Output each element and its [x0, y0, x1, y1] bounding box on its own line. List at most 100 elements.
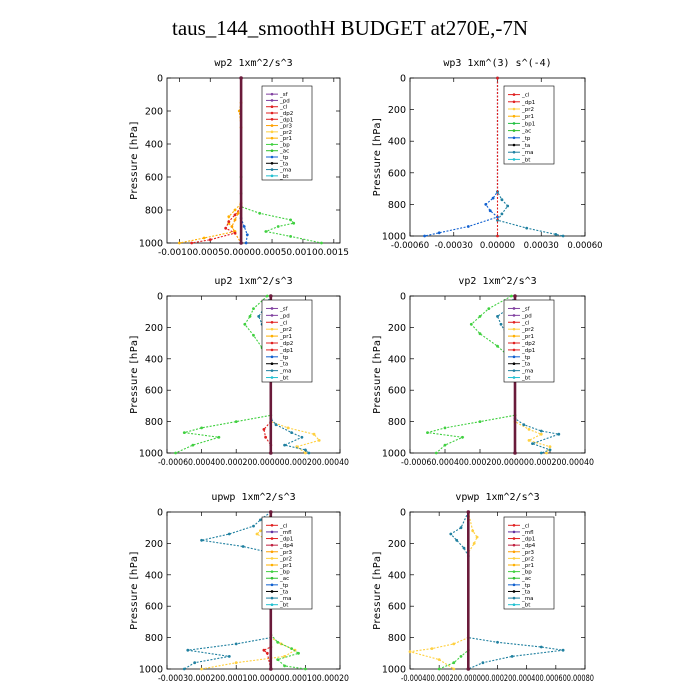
series-point-pr3 [233, 218, 237, 222]
legend-marker [512, 583, 516, 587]
plot-frame [166, 511, 341, 670]
legend-marker [512, 314, 516, 317]
series-point-bp [469, 322, 473, 326]
legend-marker [270, 603, 274, 606]
series-point-ma [481, 661, 485, 665]
series-point-pr2 [539, 432, 543, 436]
series-point-bp [234, 420, 238, 423]
legend-label: _ma [279, 369, 291, 375]
series-point-bp [426, 431, 429, 434]
legend: _cl_mfl_dp1_dp4_pr3_pr2_pr1_bp_ac_tp_ta_… [503, 516, 555, 610]
legend-label: _pd [279, 98, 290, 104]
y-tick-label: 1000 [139, 665, 163, 676]
legend-marker [512, 100, 516, 104]
legend-marker [270, 314, 274, 317]
series-point-ma [193, 661, 197, 665]
series-point-bp [276, 640, 280, 644]
legend-label: _ac [279, 576, 289, 582]
legend-label: _ta [521, 362, 530, 368]
series-point-pr2 [475, 535, 479, 539]
x-tick-label: 0.00000 [480, 241, 515, 251]
series-point-ma [283, 443, 286, 447]
y-tick-label: 600 [145, 386, 163, 397]
legend-marker [512, 376, 516, 379]
legend-box [503, 85, 555, 165]
legend-marker [270, 376, 274, 379]
y-tick-label: 200 [145, 323, 163, 334]
legend-label: _ac [521, 129, 531, 135]
legend-marker [270, 543, 274, 547]
series-line-dp1 [191, 78, 242, 244]
series-point-ma [307, 451, 311, 455]
legend-marker [512, 603, 516, 606]
legend-label: _pr1 [521, 114, 534, 120]
series-point-bp [290, 647, 293, 650]
series-point-pr2 [545, 451, 548, 455]
legend-label: _dp1 [279, 348, 293, 354]
series-point-pr2 [259, 529, 262, 533]
series-point-ma [259, 518, 262, 522]
series-point-pr2 [304, 451, 307, 455]
series-point-bp [200, 426, 204, 430]
panel-title: wp2 1xm^2/s^3 [214, 58, 292, 69]
y-tick-label: 600 [145, 173, 163, 184]
y-tick-label: 400 [388, 137, 406, 148]
series-point-ma [455, 538, 459, 542]
series-point-ma [496, 315, 499, 318]
panel-title: upwp 1xm^2/s^3 [211, 492, 295, 503]
series-point-ma [304, 448, 307, 452]
legend-marker [512, 369, 516, 372]
legend-marker [512, 93, 516, 96]
legend-marker [512, 563, 516, 567]
legend-marker [270, 341, 274, 345]
series-point-bp [264, 230, 268, 233]
series-point-pr3 [230, 225, 234, 228]
x-tick-labels: -0.00060.000400.000200.000000.000200.000… [158, 458, 349, 468]
legend-marker [270, 174, 274, 178]
legend-label: _cl [521, 93, 530, 99]
legend: _cl_dp1_pr2_pr1_bp1 _ac_tp_ta_ma_bt [503, 85, 555, 165]
legend-label: _ta [521, 589, 530, 595]
series-point-ma [561, 234, 565, 238]
legend-marker [270, 583, 274, 587]
series-point-bp [487, 307, 491, 310]
legend-label: _dp1 [279, 537, 293, 543]
legend-marker [512, 590, 516, 593]
legend-marker [270, 563, 274, 567]
legend-label: _pr2 [279, 327, 292, 333]
legend-label: _bp [279, 570, 290, 576]
chart-panel-3: up2 1xm^2/s^3 Pressure [hPa] 0 200 400 600 800… [129, 276, 349, 468]
legend-label: _pr2 [521, 107, 534, 113]
legend-label: _pr1 [279, 563, 292, 569]
legend-marker [270, 130, 274, 134]
y-tick-label: 800 [388, 200, 406, 211]
series-point-bp [496, 344, 499, 348]
series-point-bp [276, 225, 280, 228]
y-tick-label: 800 [388, 417, 406, 428]
series-point-bp [252, 333, 255, 337]
legend-marker [270, 155, 274, 159]
series-point-dp1 [190, 241, 194, 245]
panel-title: vpwp 1xm^2/s^3 [455, 492, 539, 503]
y-tick-label: 200 [388, 539, 406, 550]
legend-marker [270, 537, 274, 540]
legend-label: _ta [279, 161, 288, 167]
legend-label: _pr3 [521, 550, 535, 556]
y-tick-label: 600 [388, 168, 406, 179]
y-tick-label: 1000 [382, 449, 406, 460]
series-point-bp [304, 667, 307, 671]
legend-marker [270, 576, 274, 580]
legend-label: _ta [279, 362, 288, 368]
y-axis-label: Pressure [hPa] [129, 551, 140, 630]
y-tick-label: 400 [145, 570, 163, 581]
legend-marker [512, 543, 516, 547]
series-point-dark_profile [466, 510, 471, 514]
legend-label: _bt [279, 376, 289, 382]
series-point-dp1 [233, 231, 237, 235]
y-tick-label: 0 [400, 508, 406, 519]
legend-label: _ta [521, 143, 530, 149]
series-point-pr1 [178, 241, 181, 245]
y-tick-label: 800 [145, 633, 163, 644]
legend-label: _pr2 [521, 556, 534, 562]
y-tick-label: 600 [388, 386, 406, 397]
